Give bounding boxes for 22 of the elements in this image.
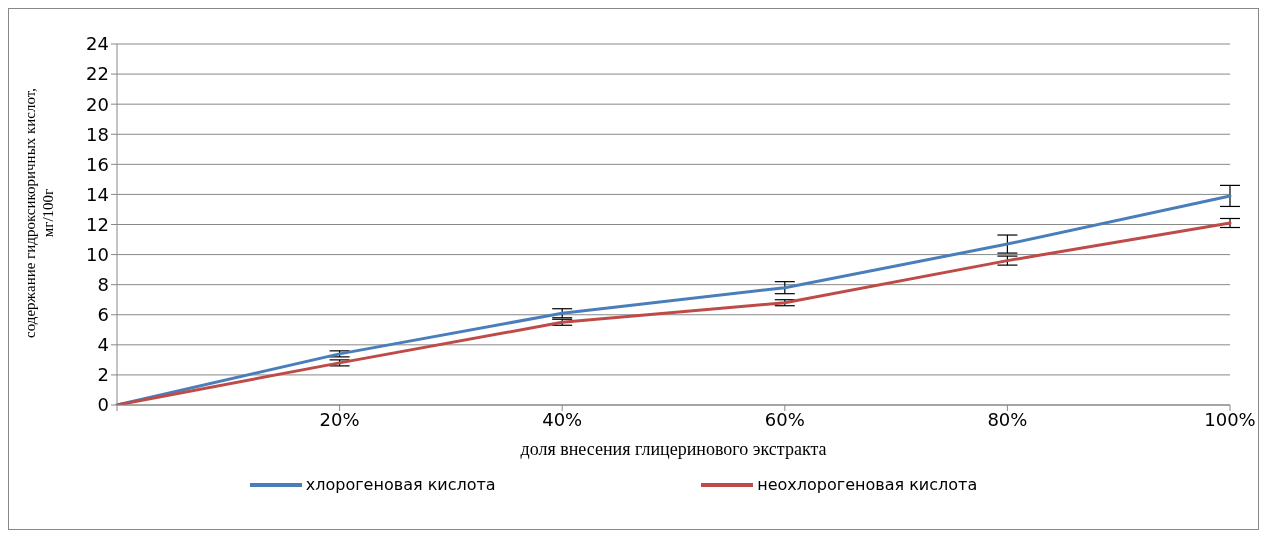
x-axis-title: доля внесения глицеринового экстракта <box>520 439 827 459</box>
x-tick-label: 100% <box>1204 408 1256 430</box>
y-tick-label: 2 <box>97 364 109 386</box>
legend-label: неохлорогеновая кислота <box>757 475 978 494</box>
y-tick-label: 14 <box>86 183 109 205</box>
y-axis-title: содержание гидроксикоричных кислот, мг/100г <box>21 88 57 338</box>
x-tick-label: 60% <box>764 408 805 430</box>
y-tick-label: 24 <box>86 33 109 55</box>
y-tick-label: 10 <box>86 243 109 265</box>
x-tick-label: 20% <box>319 408 360 430</box>
y-tick-label: 4 <box>97 334 109 356</box>
y-tick-label: 22 <box>86 63 109 85</box>
x-tick-label: 80% <box>987 408 1028 430</box>
y-tick-label: 0 <box>97 394 109 416</box>
y-tick-label: 12 <box>86 213 109 235</box>
y-tick-label: 6 <box>97 304 109 326</box>
x-tick-label: 40% <box>542 408 583 430</box>
y-tick-label: 18 <box>86 123 109 145</box>
legend-label: хлорогеновая кислота <box>305 475 496 494</box>
y-tick-label: 16 <box>86 153 109 175</box>
y-tick-label: 8 <box>97 274 109 296</box>
y-tick-label: 20 <box>86 93 109 115</box>
